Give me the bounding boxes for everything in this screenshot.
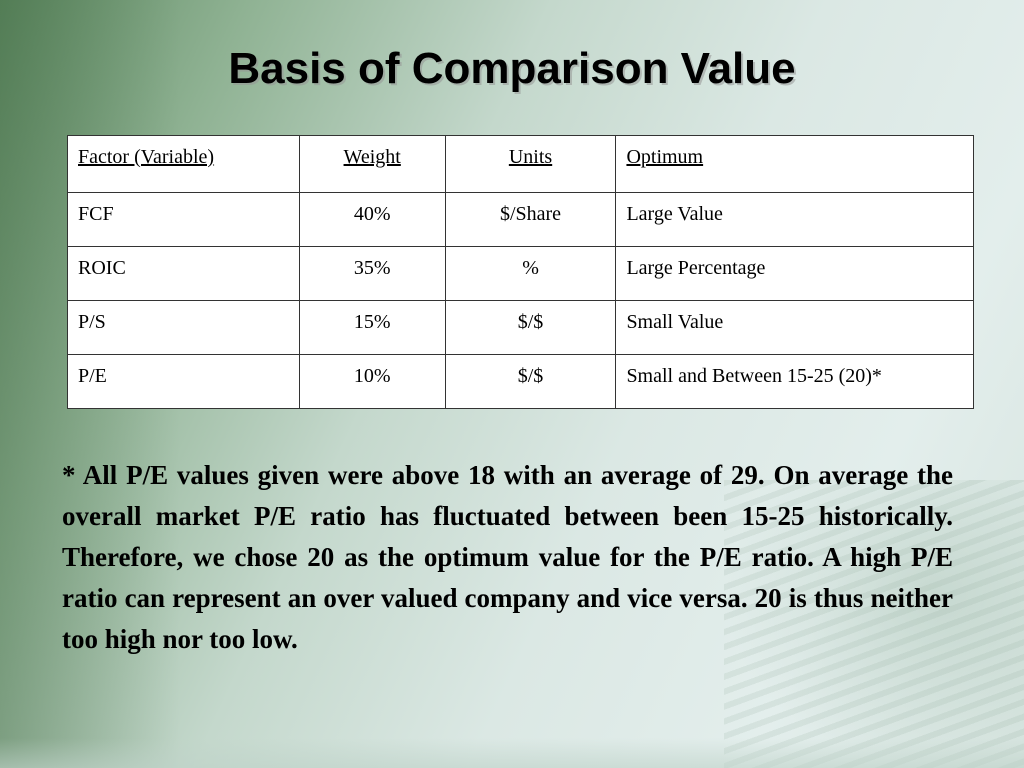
cell-weight: 15% — [298, 300, 446, 355]
table-row: P/E 10% $/$ Small and Between 15-25 (20)… — [67, 354, 974, 409]
cell-factor: ROIC — [67, 246, 300, 301]
cell-optimum: Small Value — [615, 300, 974, 355]
table-row: P/S 15% $/$ Small Value — [67, 300, 974, 355]
cell-units: % — [444, 246, 617, 301]
cell-factor: P/E — [67, 354, 300, 409]
cell-weight: 40% — [298, 192, 446, 247]
cell-units: $/Share — [444, 192, 617, 247]
header-units: Units — [444, 135, 617, 193]
cell-factor: P/S — [67, 300, 300, 355]
header-optimum: Optimum — [615, 135, 974, 193]
footnote-paragraph: * All P/E values given were above 18 wit… — [62, 460, 953, 654]
cell-units: $/$ — [444, 300, 617, 355]
cell-units: $/$ — [444, 354, 617, 409]
table-header-row: Factor (Variable) Weight Units Optimum — [67, 135, 974, 193]
table-row: ROIC 35% % Large Percentage — [67, 246, 974, 301]
cell-weight: 35% — [298, 246, 446, 301]
background-edge — [0, 738, 1024, 768]
cell-optimum: Large Percentage — [615, 246, 974, 301]
comparison-table: Factor (Variable) Weight Units Optimum F… — [67, 135, 974, 409]
cell-optimum: Small and Between 15-25 (20)* — [615, 354, 974, 409]
background-money-texture — [724, 480, 1024, 768]
cell-weight: 10% — [298, 354, 446, 409]
slide-title: Basis of Comparison Value — [228, 44, 796, 93]
cell-factor: FCF — [67, 192, 300, 247]
header-weight: Weight — [298, 135, 446, 193]
header-factor: Factor (Variable) — [67, 135, 300, 193]
table-row: FCF 40% $/Share Large Value — [67, 192, 974, 247]
cell-optimum: Large Value — [615, 192, 974, 247]
